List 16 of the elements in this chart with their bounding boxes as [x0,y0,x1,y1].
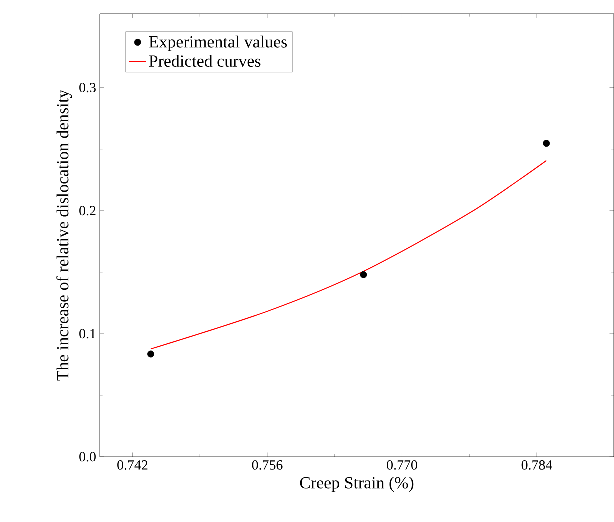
line-series [150,160,548,350]
x-tick-label: 0.756 [252,460,283,470]
x-axis-title: Creep Strain (%) [300,476,414,492]
point [148,350,154,358]
legend-label: Predicted curves [149,55,261,68]
point [543,140,550,148]
point [360,271,368,278]
y-tick-label: 0.3 [80,83,96,93]
x-tick-label: 0.770 [387,460,418,470]
y-tick-label: 0.1 [80,329,96,339]
y-axis-title: The increase of relative dislocation density [56,90,72,381]
y-tick-label: 0.0 [80,452,96,462]
x-tick-label: 0.784 [522,460,552,470]
y-tick-label: 0.2 [80,206,96,216]
x-tick-label: 0.742 [118,460,148,470]
legend-label: Experimental values [149,36,288,52]
